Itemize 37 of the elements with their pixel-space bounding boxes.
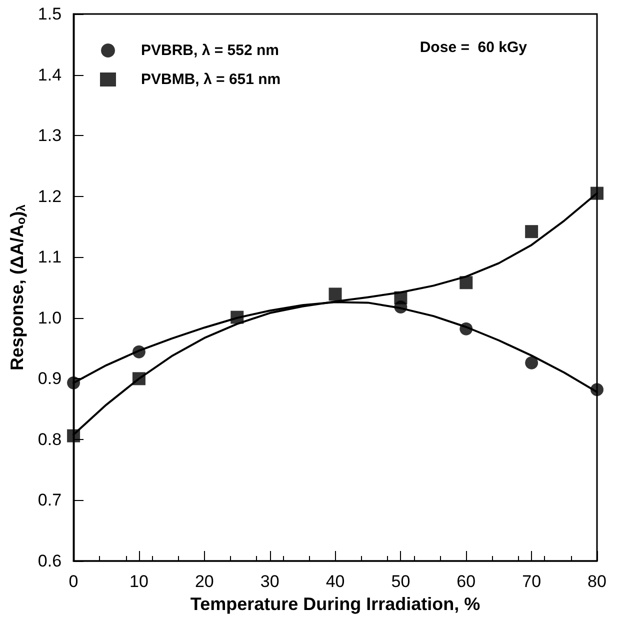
point bbox=[328, 288, 342, 301]
y-tick-label: 1.1 bbox=[38, 248, 62, 267]
y-tick-label: 1.4 bbox=[38, 65, 62, 84]
y-tick-label: 0.9 bbox=[38, 369, 62, 388]
point bbox=[67, 429, 80, 442]
y-tick-label: 1.5 bbox=[38, 4, 62, 24]
point bbox=[590, 186, 604, 200]
annotation: Dose = 60 kGy bbox=[420, 39, 528, 56]
point bbox=[132, 345, 146, 358]
x-tick-label: 0 bbox=[68, 572, 78, 591]
x-tick-label: 60 bbox=[456, 572, 476, 591]
x-tick-label: 80 bbox=[588, 572, 606, 591]
y-axis-title: Response, (ΔA/Ao)λ bbox=[7, 204, 28, 370]
y-tick-label: 0.8 bbox=[38, 430, 62, 449]
y-tick-label: 1.0 bbox=[38, 308, 62, 328]
point bbox=[67, 376, 80, 390]
point bbox=[394, 291, 408, 304]
point bbox=[460, 276, 473, 290]
point bbox=[525, 356, 538, 370]
point bbox=[230, 310, 244, 324]
point bbox=[590, 383, 604, 396]
legend-label: PVBMB, λ = 651 nm bbox=[141, 71, 281, 88]
x-tick-label: 10 bbox=[130, 572, 148, 591]
x-tick-label: 20 bbox=[194, 572, 214, 591]
point bbox=[460, 322, 473, 336]
point bbox=[525, 225, 538, 238]
y-tick-label: 0.6 bbox=[38, 552, 62, 570]
legend-label: PVBRB, λ = 552 nm bbox=[141, 42, 279, 59]
x-tick-label: 30 bbox=[260, 572, 280, 591]
y-tick-label: 1.3 bbox=[38, 126, 62, 146]
x-axis-title: Temperature During Irradiation, % bbox=[190, 594, 480, 614]
x-tick-label: 50 bbox=[391, 572, 410, 591]
x-tick-label: 70 bbox=[522, 572, 542, 591]
y-tick-label: 1.2 bbox=[38, 186, 62, 206]
point bbox=[132, 372, 146, 386]
y-tick-label: 0.7 bbox=[38, 490, 62, 510]
x-tick-label: 40 bbox=[326, 572, 345, 591]
